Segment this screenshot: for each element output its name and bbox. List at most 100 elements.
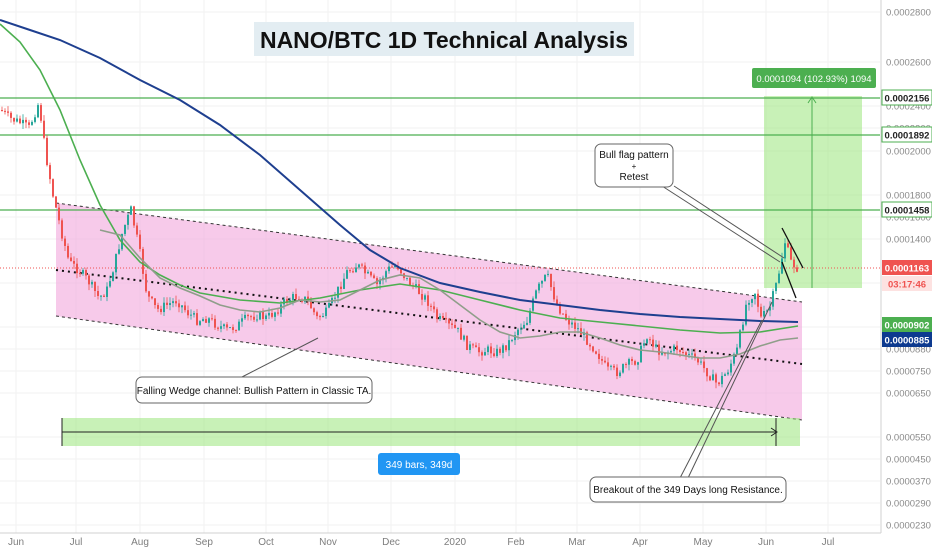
candle-body — [487, 346, 489, 353]
candle-body — [478, 347, 480, 353]
candle-body — [22, 119, 24, 124]
callout-flag-box — [594, 143, 674, 188]
candle-body — [340, 286, 342, 289]
candle-body — [532, 298, 534, 311]
candle-body — [82, 270, 84, 274]
callout-wedge-box — [135, 376, 373, 404]
candle-body — [85, 270, 87, 276]
candle-body — [34, 117, 36, 122]
wedge-channel-fill — [56, 203, 802, 420]
candle-body — [355, 267, 357, 273]
candle-body — [268, 312, 270, 316]
candle-body — [514, 335, 516, 341]
title-box — [254, 22, 634, 56]
candle-body — [604, 360, 606, 363]
x-tick-label: Oct — [258, 537, 274, 548]
candle-body — [652, 339, 654, 347]
candle-body — [727, 372, 729, 375]
candle-body — [358, 264, 360, 268]
candle-body — [154, 298, 156, 306]
price-tag-label: 0.0001892 — [885, 131, 930, 142]
candle-body — [136, 225, 138, 235]
candle-body — [160, 308, 162, 313]
candle-body — [415, 284, 417, 286]
candle-body — [793, 259, 795, 268]
candle-body — [37, 105, 39, 118]
candle-body — [703, 361, 705, 369]
candle-body — [436, 309, 438, 319]
candle-body — [700, 361, 702, 363]
candle-body — [226, 324, 228, 328]
candle-body — [469, 344, 471, 350]
candle-body — [388, 266, 390, 272]
level-layer — [0, 97, 880, 269]
candle-body — [562, 313, 564, 315]
candle-body — [256, 319, 258, 321]
candle-body — [430, 305, 432, 307]
price-tag-label: 0.0001458 — [885, 206, 930, 217]
candle-body — [70, 257, 72, 261]
y-tick-label: 0.0000750 — [886, 367, 931, 378]
x-tick-label: Mar — [568, 537, 586, 548]
candle-body — [439, 316, 441, 319]
candle-body — [181, 305, 183, 308]
candle-body — [301, 300, 303, 302]
x-tick-label: Feb — [507, 537, 525, 548]
callout-flag-text: Bull flag pattern — [599, 150, 669, 161]
candle-body — [310, 300, 312, 309]
candle-body — [208, 318, 210, 323]
candle-body — [337, 286, 339, 298]
candle-body — [706, 368, 708, 377]
x-tick-label: Jul — [822, 537, 835, 548]
candle-body — [613, 365, 615, 368]
candle-body — [409, 277, 411, 286]
candle-body — [151, 296, 153, 299]
candle-body — [421, 294, 423, 300]
flag-lower-line — [781, 261, 797, 299]
candle-body — [619, 372, 621, 377]
candle-body — [496, 348, 498, 357]
candle-body — [460, 327, 462, 340]
candle-body — [88, 275, 90, 285]
y-tick-label: 0.0000290 — [886, 499, 931, 510]
candle-body — [145, 273, 147, 292]
candle-body — [214, 318, 216, 328]
candle-body — [94, 281, 96, 292]
candle-body — [277, 312, 279, 314]
candle-body — [250, 316, 252, 318]
candle-body — [661, 352, 663, 355]
candle-body — [571, 322, 573, 325]
candle-body — [511, 340, 513, 342]
candle-body — [682, 352, 684, 354]
candle-body — [10, 112, 12, 118]
channel-layer — [55, 202, 803, 421]
candle-body — [190, 314, 192, 316]
candle-body — [364, 265, 366, 274]
candle-body — [553, 287, 555, 300]
candle-body — [178, 303, 180, 308]
y-tick-label: 0.0001800 — [886, 191, 931, 202]
candle-body — [631, 359, 633, 362]
callout-pointer-wedge — [239, 337, 319, 379]
candle-body — [25, 119, 27, 123]
candle-body — [124, 224, 126, 234]
bars-label: 349 bars, 349d — [386, 460, 453, 471]
candle-body — [508, 340, 510, 351]
chart-title: NANO/BTC 1D Technical Analysis — [260, 27, 628, 53]
candle-body — [772, 291, 774, 307]
candle-body — [646, 339, 648, 344]
y-tick-label: 0.0002400 — [886, 102, 931, 113]
price-tag-label: 03:17:46 — [888, 280, 926, 291]
candle-body — [616, 367, 618, 377]
drawing-layer — [239, 185, 804, 479]
candle-body — [166, 302, 168, 305]
candle-body — [526, 322, 528, 325]
candle-body — [400, 269, 402, 274]
x-tick-label: Dec — [382, 537, 400, 548]
candle-body — [463, 335, 465, 340]
candle-body — [307, 296, 309, 301]
candle-body — [424, 295, 426, 300]
candle-body — [796, 267, 798, 272]
candle-body — [610, 365, 612, 367]
callout-breakout-text: Breakout of the 349 Days long Resistance… — [593, 485, 783, 496]
